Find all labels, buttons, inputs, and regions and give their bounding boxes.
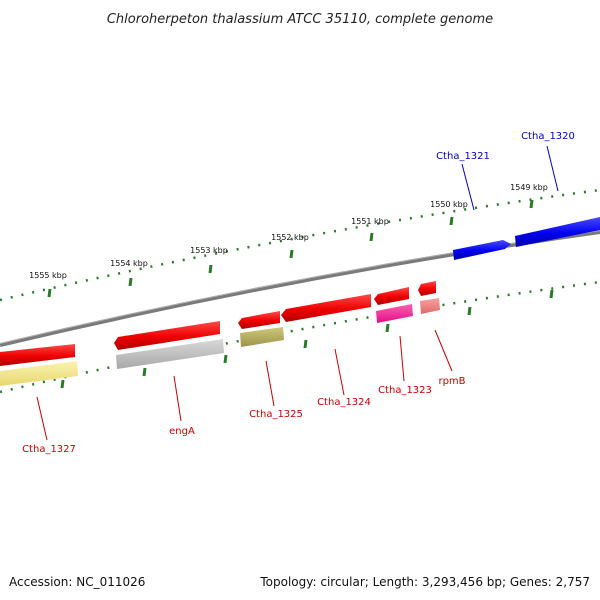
scale-label-1551: 1551 kbp	[351, 217, 389, 226]
scale-label-1554: 1554 kbp	[110, 259, 148, 268]
gene-enga-reverse[interactable]	[114, 321, 220, 350]
gene-ctha-1324-reverse[interactable]	[281, 294, 371, 322]
cog-bar-rpmb	[420, 298, 440, 314]
scale-label-1552: 1552 kbp	[271, 233, 309, 242]
scale-label-1549: 1549 kbp	[510, 183, 548, 192]
gene-ctha-1321-forward[interactable]	[453, 240, 511, 260]
genome-stats-text: Topology: circular; Length: 3,293,456 bp…	[259, 575, 590, 589]
gene-rpmb-reverse[interactable]	[418, 281, 436, 296]
cog-bar-ctha-1323	[376, 304, 413, 323]
outer-major-ticks	[47, 199, 534, 298]
gene-leader-lines	[36, 145, 559, 441]
gene-label-ctha-1323[interactable]: Ctha_1323	[378, 385, 432, 396]
gene-label-ctha-1324[interactable]: Ctha_1324	[317, 397, 371, 408]
gene-ctha-1323-reverse[interactable]	[374, 287, 409, 305]
gene-ctha-1320-forward[interactable]	[515, 217, 600, 247]
cog-bar-ctha-1325	[240, 327, 284, 347]
map-title: Chloroherpeton thalassium ATCC 35110, co…	[107, 12, 493, 27]
scale-label-1550: 1550 kbp	[430, 200, 468, 209]
gene-label-ctha-1320[interactable]: Ctha_1320	[521, 131, 575, 142]
accession-text: Accession: NC_011026	[9, 575, 145, 589]
gene-label-ctha-1321[interactable]: Ctha_1321	[436, 151, 490, 162]
gene-label-ctha-1327[interactable]: Ctha_1327	[22, 444, 76, 455]
gene-ctha-1325-reverse[interactable]	[238, 311, 280, 329]
cog-bar-enga	[116, 339, 224, 369]
gene-ctha-1327-reverse[interactable]	[0, 344, 75, 366]
gene-label-rpmb[interactable]: rpmB	[438, 376, 465, 387]
gene-label-ctha-1325[interactable]: Ctha_1325	[249, 409, 303, 420]
gene-label-enga[interactable]: engA	[169, 426, 195, 437]
scale-label-1553: 1553 kbp	[190, 246, 228, 255]
scale-label-1555: 1555 kbp	[29, 271, 67, 280]
inner-scale-ticks	[0, 280, 600, 394]
genome-backbone	[0, 230, 600, 347]
cog-bar-ctha-1327	[0, 361, 78, 386]
inner-major-ticks	[60, 289, 554, 389]
